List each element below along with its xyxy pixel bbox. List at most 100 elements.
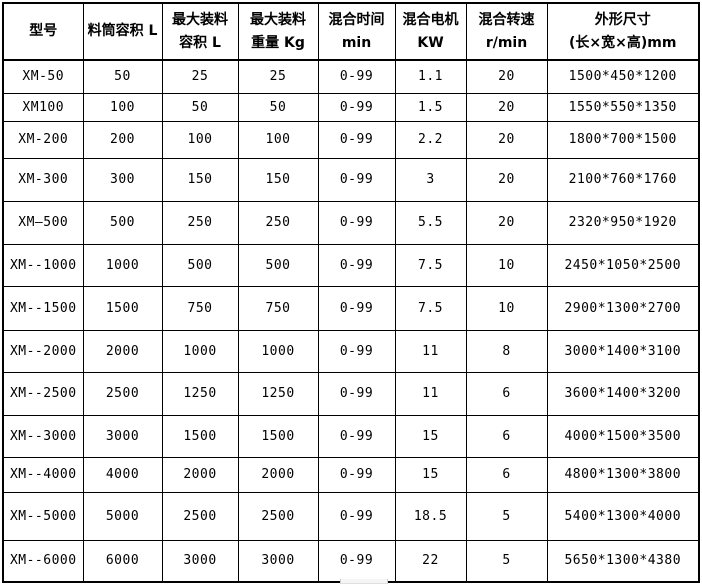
table-cell: 20 — [465, 157, 548, 202]
model-cell: XM-200 — [2, 120, 84, 159]
table-cell: 100 — [161, 120, 239, 159]
model-cell: XM—500 — [2, 200, 84, 245]
table-cell: 20 — [465, 200, 548, 245]
table-cell: 5 — [465, 539, 548, 583]
model-cell: XM-300 — [2, 157, 84, 202]
table-cell: 1800*700*1500 — [546, 120, 700, 159]
table-cell: 50 — [161, 92, 239, 122]
table-cell: 3000*1400*3100 — [546, 329, 700, 373]
table-cell: 0-99 — [317, 243, 396, 287]
table-cell: 2500 — [161, 491, 239, 541]
table-cell: 2.2 — [394, 120, 467, 159]
header-cell-mix-speed: 混合转速 r/min — [465, 2, 548, 61]
header-label: (长×宽×高)mm — [569, 34, 677, 51]
model-cell: XM--1500 — [2, 285, 84, 331]
table-header: 型号 料筒容积 L 最大装料 容积 L 最大装料 重量 Kg 混合时间 — [2, 2, 700, 61]
table-cell: 100 — [82, 92, 163, 122]
table-row: XM-200 200 100 100 0-99 2.2 20 1800*700*1500 — [2, 120, 700, 159]
table-cell: 5650*1300*4380 — [546, 539, 700, 583]
table-cell: 0-99 — [317, 157, 396, 202]
table-cell: 5400*1300*4000 — [546, 491, 700, 541]
table-cell: 5000 — [82, 491, 163, 541]
table-cell: 750 — [161, 285, 239, 331]
table-cell: 1500 — [161, 414, 239, 458]
table-cell: 15 — [394, 456, 467, 493]
table-cell: 0-99 — [317, 371, 396, 416]
table-row: XM--6000 6000 3000 3000 0-99 22 5 5650*1300*438… — [2, 539, 700, 583]
table-cell: 2500 — [82, 371, 163, 416]
table-cell: 500 — [82, 200, 163, 245]
table-cell: 1250 — [161, 371, 239, 416]
table-cell: 300 — [82, 157, 163, 202]
table-cell: 25 — [237, 59, 319, 94]
table-row: XM-50 50 25 25 0-99 1.1 20 1500*450*1200 — [2, 59, 700, 94]
table-cell: 4000*1500*3500 — [546, 414, 700, 458]
table-cell: 2100*760*1760 — [546, 157, 700, 202]
table-cell: 150 — [237, 157, 319, 202]
table-row: XM--1000 1000 500 500 0-99 7.5 10 2450*1050*250… — [2, 243, 700, 287]
table-cell: 8 — [465, 329, 548, 373]
table-cell: 10 — [465, 285, 548, 331]
model-cell: XM--5000 — [2, 491, 84, 541]
table-cell: 20 — [465, 92, 548, 122]
table-cell: 10 — [465, 243, 548, 287]
header-cell-max-load-weight: 最大装料 重量 Kg — [237, 2, 319, 61]
table-cell: 0-99 — [317, 329, 396, 373]
table-cell: 1250 — [237, 371, 319, 416]
table-cell: 6 — [465, 456, 548, 493]
table-cell: 20 — [465, 120, 548, 159]
table-cell: 2500 — [237, 491, 319, 541]
header-label: 容积 L — [179, 34, 221, 51]
header-label: 型号 — [29, 23, 58, 39]
scrollbar-artifact — [340, 579, 388, 584]
table-cell: 15 — [394, 414, 467, 458]
table-cell: 0-99 — [317, 414, 396, 458]
model-cell: XM-50 — [2, 59, 84, 94]
table-cell: 2000 — [82, 329, 163, 373]
table-cell: 0-99 — [317, 456, 396, 493]
table-cell: 0-99 — [317, 200, 396, 245]
table-cell: 1000 — [161, 329, 239, 373]
table-cell: 1500 — [237, 414, 319, 458]
table-cell: 2000 — [237, 456, 319, 493]
table-cell: 6 — [465, 414, 548, 458]
table-cell: 3000 — [161, 539, 239, 583]
table-cell: 100 — [237, 120, 319, 159]
header-label: 最大装料 — [250, 11, 306, 28]
table-cell: 1000 — [82, 243, 163, 287]
model-cell: XM100 — [2, 92, 84, 122]
table-cell: 1.5 — [394, 92, 467, 122]
table-cell: 4800*1300*3800 — [546, 456, 700, 493]
table-cell: 2000 — [161, 456, 239, 493]
table-cell: 0-99 — [317, 491, 396, 541]
header-label: 重量 Kg — [251, 34, 305, 51]
table-cell: 0-99 — [317, 92, 396, 122]
table-row: XM—500 500 250 250 0-99 5.5 20 2320*950*1920 — [2, 200, 700, 245]
header-label: min — [341, 34, 372, 51]
header-cell-dimensions: 外形尺寸 (长×宽×高)mm — [546, 2, 700, 61]
table-cell: 5.5 — [394, 200, 467, 245]
table-cell: 5 — [465, 491, 548, 541]
header-label: 混合时间 — [328, 11, 385, 28]
table-cell: 200 — [82, 120, 163, 159]
table-cell: 3000 — [237, 539, 319, 583]
table-row: XM--1500 1500 750 750 0-99 7.5 10 2900*1300*270… — [2, 285, 700, 331]
table-cell: 0-99 — [317, 120, 396, 159]
table-row: XM--3000 3000 1500 1500 0-99 15 6 4000*1500*350… — [2, 414, 700, 458]
table-cell: 1500*450*1200 — [546, 59, 700, 94]
header-label: 料筒容积 L — [87, 23, 158, 39]
table-cell: 11 — [394, 329, 467, 373]
table-cell: 2900*1300*2700 — [546, 285, 700, 331]
table-cell: 750 — [237, 285, 319, 331]
table-cell: 2450*1050*2500 — [546, 243, 700, 287]
table-cell: 6000 — [82, 539, 163, 583]
model-cell: XM--3000 — [2, 414, 84, 458]
table-cell: 22 — [394, 539, 467, 583]
header-cell-barrel-volume: 料筒容积 L — [82, 2, 163, 61]
table-cell: 250 — [161, 200, 239, 245]
table-cell: 7.5 — [394, 285, 467, 331]
header-cell-mix-time: 混合时间 min — [317, 2, 396, 61]
table-cell: 150 — [161, 157, 239, 202]
